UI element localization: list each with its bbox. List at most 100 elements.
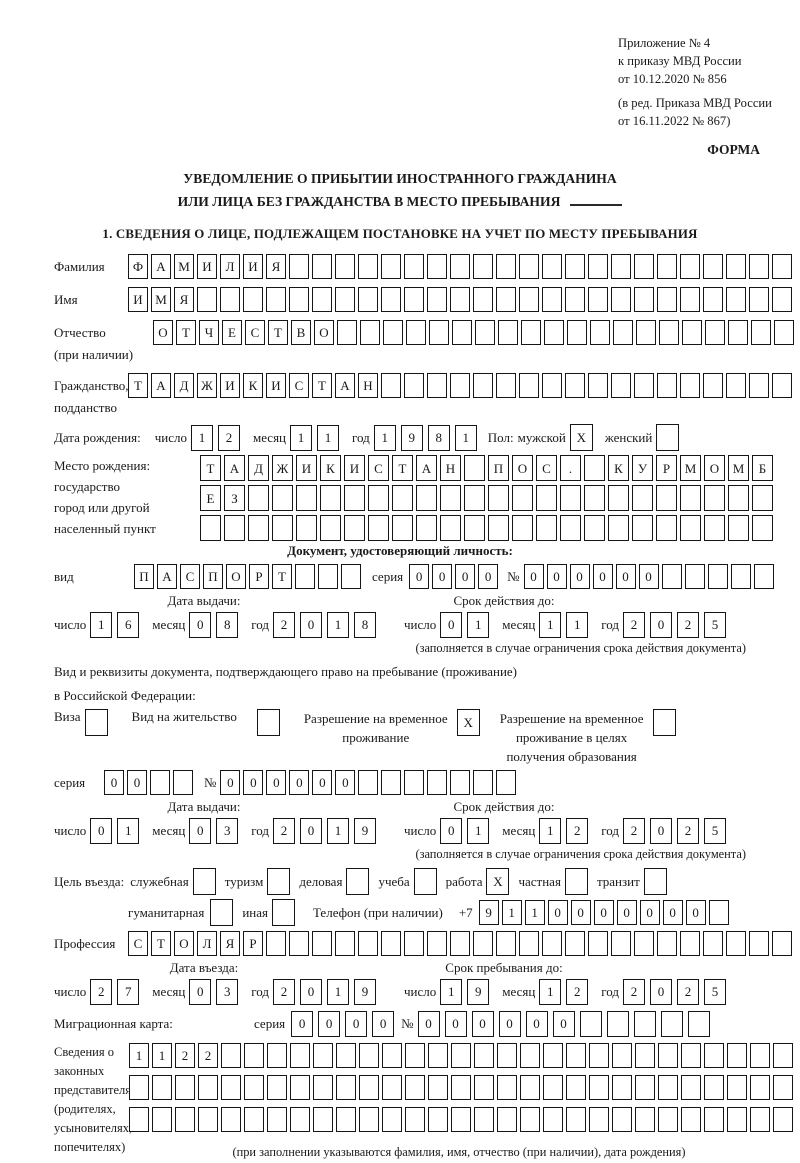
char-cell[interactable]: П [488, 455, 509, 481]
char-cell[interactable] [681, 1075, 701, 1100]
char-cell[interactable] [565, 287, 585, 312]
char-cell[interactable] [256, 709, 280, 736]
char-cell[interactable] [612, 1075, 632, 1100]
char-cell[interactable] [772, 373, 792, 398]
char-cell[interactable] [726, 254, 746, 279]
char-cell[interactable] [773, 1075, 793, 1100]
char-cell[interactable] [451, 1075, 471, 1100]
char-cell[interactable] [198, 1075, 218, 1100]
char-cell[interactable] [498, 320, 518, 345]
char-cell[interactable] [296, 515, 317, 541]
char-cell[interactable] [680, 515, 701, 541]
char-cell[interactable] [488, 485, 509, 511]
char-cell[interactable]: 0 [570, 900, 591, 925]
char-cell[interactable]: Я [220, 931, 240, 956]
char-cell[interactable] [358, 287, 378, 312]
char-cell[interactable] [381, 931, 401, 956]
char-cell[interactable]: 0 [291, 1011, 314, 1037]
char-cell[interactable]: 0 [300, 818, 323, 844]
char-cell[interactable]: А [151, 373, 171, 398]
char-cell[interactable] [752, 485, 773, 511]
char-cell[interactable]: 1 [539, 818, 562, 844]
char-cell[interactable] [680, 485, 701, 511]
char-cell[interactable]: Т [200, 455, 221, 481]
char-cell[interactable]: Б [752, 455, 773, 481]
char-cell[interactable]: 0 [455, 564, 476, 589]
char-cell[interactable]: 0 [335, 770, 356, 795]
char-cell[interactable]: Ж [272, 455, 293, 481]
char-cell[interactable] [635, 1107, 655, 1132]
char-cell[interactable]: К [608, 455, 629, 481]
char-cell[interactable] [452, 320, 472, 345]
char-cell[interactable] [579, 1011, 602, 1037]
char-cell[interactable]: 1 [539, 979, 562, 1005]
char-cell[interactable]: 1 [327, 979, 350, 1005]
char-cell[interactable]: Л [220, 254, 240, 279]
char-cell[interactable]: 0 [318, 1011, 341, 1037]
char-cell[interactable] [704, 1107, 724, 1132]
char-cell[interactable] [749, 931, 769, 956]
char-cell[interactable] [635, 1043, 655, 1068]
char-cell[interactable] [774, 320, 794, 345]
char-cell[interactable]: С [128, 931, 148, 956]
char-cell[interactable] [519, 254, 539, 279]
char-cell[interactable]: 3 [216, 979, 239, 1005]
char-cell[interactable]: Т [268, 320, 288, 345]
char-cell[interactable]: 0 [593, 900, 614, 925]
char-cell[interactable]: 2 [677, 818, 700, 844]
char-cell[interactable]: 0 [189, 612, 212, 638]
char-cell[interactable]: 0 [189, 979, 212, 1005]
char-cell[interactable] [358, 931, 378, 956]
char-cell[interactable]: А [224, 455, 245, 481]
char-cell[interactable] [474, 1075, 494, 1100]
char-cell[interactable]: 1 [327, 818, 350, 844]
char-cell[interactable] [360, 320, 380, 345]
char-cell[interactable]: Т [151, 931, 171, 956]
char-cell[interactable] [405, 1075, 425, 1100]
char-cell[interactable] [681, 1107, 701, 1132]
char-cell[interactable] [404, 373, 424, 398]
char-cell[interactable] [359, 1043, 379, 1068]
char-cell[interactable] [152, 1107, 172, 1132]
char-cell[interactable] [749, 254, 769, 279]
char-cell[interactable] [612, 1043, 632, 1068]
char-cell[interactable] [429, 320, 449, 345]
char-cell[interactable] [267, 1107, 287, 1132]
char-cell[interactable] [588, 373, 608, 398]
char-cell[interactable] [606, 1011, 629, 1037]
char-cell[interactable]: 0 [266, 770, 287, 795]
char-cell[interactable] [428, 1043, 448, 1068]
char-cell[interactable] [728, 485, 749, 511]
char-cell[interactable]: 0 [685, 900, 706, 925]
char-cell[interactable]: С [536, 455, 557, 481]
char-cell[interactable] [588, 287, 608, 312]
char-cell[interactable] [336, 1107, 356, 1132]
char-cell[interactable]: С [368, 455, 389, 481]
char-cell[interactable] [368, 515, 389, 541]
char-cell[interactable] [295, 564, 315, 589]
char-cell[interactable] [335, 287, 355, 312]
char-cell[interactable]: 5 [704, 612, 727, 638]
char-cell[interactable] [405, 1043, 425, 1068]
char-cell[interactable] [129, 1107, 149, 1132]
char-cell[interactable] [464, 455, 485, 481]
char-cell[interactable]: 0 [440, 818, 463, 844]
char-cell[interactable] [382, 1043, 402, 1068]
char-cell[interactable]: 0 [440, 612, 463, 638]
char-cell[interactable] [404, 254, 424, 279]
char-cell[interactable] [336, 1075, 356, 1100]
char-cell[interactable] [560, 515, 581, 541]
char-cell[interactable]: Д [174, 373, 194, 398]
char-cell[interactable]: 0 [417, 1011, 440, 1037]
char-cell[interactable]: Л [197, 931, 217, 956]
char-cell[interactable] [312, 254, 332, 279]
char-cell[interactable] [359, 1075, 379, 1100]
char-cell[interactable]: С [180, 564, 200, 589]
char-cell[interactable]: 0 [471, 1011, 494, 1037]
char-cell[interactable] [584, 515, 605, 541]
char-cell[interactable] [565, 254, 585, 279]
char-cell[interactable]: 2 [623, 612, 646, 638]
char-cell[interactable] [496, 254, 516, 279]
char-cell[interactable] [382, 1075, 402, 1100]
char-cell[interactable]: Р [249, 564, 269, 589]
